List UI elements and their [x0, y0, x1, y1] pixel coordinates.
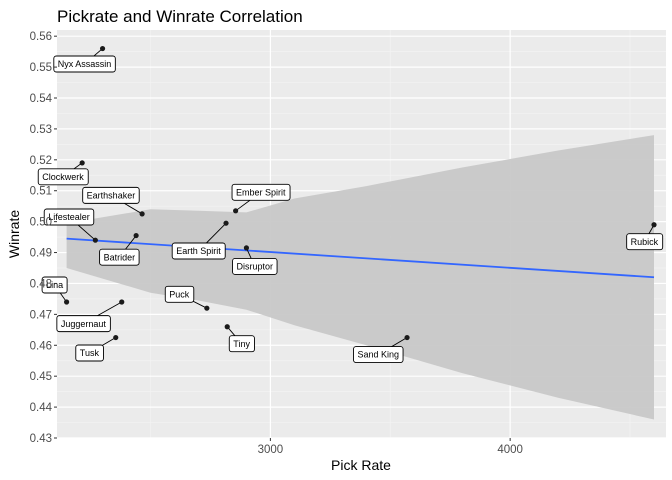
label-text: Sand King — [358, 350, 400, 360]
y-tick-label: 0.49 — [30, 248, 52, 260]
label-batrider: Batrider — [99, 248, 140, 266]
label-text: Ember Spirit — [236, 187, 286, 197]
y-tick-label: 0.56 — [30, 31, 52, 43]
label-earthshaker: Earthshaker — [82, 186, 140, 204]
label-box — [82, 186, 140, 204]
y-tick-label: 0.55 — [30, 62, 52, 74]
label-box — [75, 344, 104, 362]
y-tick-label: 0.51 — [30, 186, 52, 198]
label-ember-spirit: Ember Spirit — [231, 183, 291, 201]
label-text: Juggernaut — [61, 319, 107, 329]
point-lifestealer — [92, 237, 98, 243]
point-tiny — [224, 324, 230, 330]
label-lifestealer: Lifestealer — [43, 208, 95, 226]
label-lina: Lina — [41, 276, 68, 294]
label-clockwerk: Clockwerk — [37, 168, 89, 186]
point-disruptor — [243, 245, 250, 251]
label-text: Clockwerk — [42, 172, 84, 182]
label-nyx-assassin: Nyx Assassin — [53, 55, 116, 73]
y-tick-label: 0.46 — [30, 340, 52, 352]
label-earth-spirit: Earth Spirit — [171, 242, 226, 260]
label-text: Earthshaker — [87, 191, 136, 201]
point-ember-spirit — [233, 208, 239, 214]
label-box — [228, 335, 255, 353]
trend-line — [66, 237, 655, 279]
label-box — [171, 242, 226, 260]
label-box — [231, 183, 291, 201]
y-tick-label: 0.45 — [30, 371, 52, 383]
label-text: Disruptor — [237, 262, 274, 272]
label-box — [232, 258, 278, 275]
label-disruptor: Disruptor — [232, 258, 278, 275]
label-text: Tusk — [80, 348, 100, 358]
label-text: Puck — [169, 289, 190, 299]
y-tick-label: 0.44 — [30, 402, 53, 414]
label-text: Earth Spirit — [176, 246, 221, 256]
x-tick-label: 3000 — [258, 444, 284, 456]
label-text: Rubick — [631, 237, 659, 247]
chart-title: Pickrate and Winrate Correlation — [57, 7, 303, 26]
label-puck: Puck — [164, 285, 195, 303]
point-clockwerk — [79, 160, 85, 166]
point-lina — [63, 299, 70, 305]
point-puck — [204, 305, 210, 311]
label-text: Batrider — [104, 252, 136, 262]
point-juggernaut — [119, 299, 125, 305]
point-batrider — [133, 232, 139, 239]
y-tick-label: 0.48 — [30, 278, 52, 290]
point-rubick — [651, 222, 657, 228]
x-axis-ticks: 3000 4000 — [258, 438, 523, 456]
label-box — [353, 346, 404, 363]
data-points — [63, 45, 657, 341]
point-earthshaker — [139, 211, 145, 217]
label-text: Lina — [46, 280, 63, 290]
point-tusk — [113, 334, 119, 341]
y-tick-label: 0.50 — [30, 217, 52, 229]
label-tusk: Tusk — [75, 344, 104, 362]
label-box — [41, 276, 68, 294]
label-box — [164, 285, 195, 303]
label-box — [53, 55, 116, 73]
y-tick-label: 0.52 — [30, 155, 52, 167]
confidence-band — [66, 135, 655, 420]
point-nyx-assassin — [99, 45, 106, 52]
label-juggernaut: Juggernaut — [56, 315, 111, 333]
y-axis-ticks: 0.43 0.44 0.45 0.46 0.47 0.48 0.49 0.50 0.51 0.52… — [30, 31, 57, 445]
y-axis-title: Winrate — [6, 210, 22, 258]
label-box — [56, 315, 111, 333]
x-tick-label: 4000 — [497, 444, 523, 456]
label-text: Tiny — [233, 339, 250, 349]
point-sand-king — [404, 334, 410, 341]
label-text: Nyx Assassin — [58, 59, 112, 69]
label-rubick: Rubick — [626, 233, 664, 251]
label-box — [37, 168, 89, 186]
label-box — [43, 208, 95, 226]
y-tick-label: 0.43 — [30, 433, 52, 445]
y-tick-label: 0.47 — [30, 309, 52, 321]
label-box — [626, 233, 664, 251]
y-tick-label: 0.54 — [30, 93, 53, 105]
point-earth-spirit — [223, 220, 229, 226]
label-box — [99, 248, 140, 266]
label-sand-king: Sand King — [353, 346, 404, 363]
y-tick-label: 0.53 — [30, 124, 52, 136]
x-axis-title: Pick Rate — [331, 457, 391, 473]
label-tiny: Tiny — [228, 335, 255, 353]
label-text: Lifestealer — [48, 212, 90, 222]
